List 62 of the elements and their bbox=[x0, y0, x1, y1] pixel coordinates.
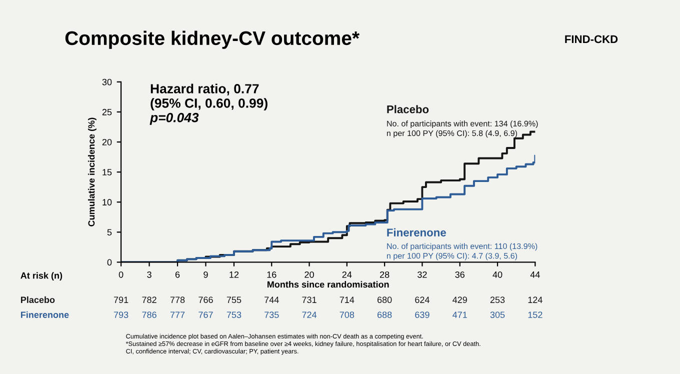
x-tick-label: 3 bbox=[147, 271, 152, 278]
text: 777 bbox=[170, 312, 185, 318]
text: 152 bbox=[528, 312, 542, 318]
text: Placebo bbox=[21, 296, 55, 304]
x-tick-label: 16 bbox=[267, 271, 276, 278]
y-tick-label: 30 bbox=[102, 78, 112, 86]
annotation: n per 100 PY (95% CI): 5.8 (4.9, 6.9) bbox=[386, 130, 518, 138]
x-tick-label: 9 bbox=[204, 271, 208, 278]
x-tick-label: 28 bbox=[380, 271, 390, 278]
y-tick-label: 5 bbox=[107, 229, 112, 236]
annotation: Hazard ratio, 0.77 bbox=[150, 84, 259, 96]
y-tick-label: 15 bbox=[102, 169, 112, 176]
annotation: (95% CI, 0.60, 0.99) bbox=[150, 98, 268, 110]
x-tick-label: 12 bbox=[230, 271, 239, 278]
x-tick-label: 20 bbox=[304, 271, 314, 278]
text: 755 bbox=[226, 296, 242, 304]
text: 639 bbox=[415, 312, 430, 318]
series-label: Finerenone bbox=[387, 228, 446, 236]
text: 793 bbox=[114, 312, 128, 318]
annotation: p=0.043 bbox=[150, 112, 199, 125]
text: 471 bbox=[452, 312, 467, 318]
text: 714 bbox=[340, 296, 354, 303]
text: 731 bbox=[302, 296, 316, 304]
text: 767 bbox=[198, 312, 213, 318]
text: At risk (n) bbox=[20, 272, 62, 281]
text: 782 bbox=[142, 296, 156, 304]
text: 735 bbox=[264, 312, 279, 318]
annotation: No. of participants with event: 110 (13.9%) bbox=[387, 243, 538, 251]
text: 688 bbox=[378, 312, 392, 318]
x-axis-title: Months since randomisation bbox=[268, 281, 389, 288]
x-tick-label: 0 bbox=[118, 271, 124, 278]
x-tick-label: 36 bbox=[455, 271, 464, 278]
text: 624 bbox=[415, 296, 430, 304]
text: 724 bbox=[302, 312, 317, 318]
text: 124 bbox=[528, 296, 542, 303]
y-tick-label: 25 bbox=[102, 108, 112, 116]
text: 253 bbox=[490, 296, 505, 304]
text: 305 bbox=[490, 312, 505, 318]
text: FIND-CKD bbox=[565, 35, 618, 44]
x-tick-label: 40 bbox=[492, 271, 502, 278]
y-tick-label: 10 bbox=[102, 199, 112, 206]
x-tick-label: 32 bbox=[418, 271, 427, 278]
chart-title: Composite kidney-CV outcome* bbox=[65, 30, 360, 49]
text: 429 bbox=[452, 296, 467, 304]
x-tick-label: 44 bbox=[530, 272, 540, 278]
text: 766 bbox=[198, 296, 213, 304]
text: 708 bbox=[340, 312, 354, 318]
text: 744 bbox=[264, 296, 279, 303]
text: 753 bbox=[226, 312, 242, 318]
annotation: No. of participants with event: 134 (16.9%) bbox=[387, 120, 538, 128]
x-tick-label: 24 bbox=[342, 271, 352, 278]
text: 791 bbox=[114, 296, 128, 304]
y-axis-title: Cumulative incidence (%) bbox=[88, 118, 96, 226]
text: Finerenone bbox=[21, 311, 69, 318]
text: 786 bbox=[142, 312, 156, 318]
y-tick-label: 20 bbox=[102, 138, 112, 146]
text: 778 bbox=[170, 296, 185, 304]
annotation: n per 100 PY (95% CI): 4.7 (3.9, 5.6) bbox=[386, 252, 518, 260]
y-tick-label: 0 bbox=[107, 259, 112, 266]
text: Placebo bbox=[387, 105, 429, 114]
x-tick-label: 6 bbox=[175, 271, 180, 278]
text: 680 bbox=[378, 296, 392, 304]
